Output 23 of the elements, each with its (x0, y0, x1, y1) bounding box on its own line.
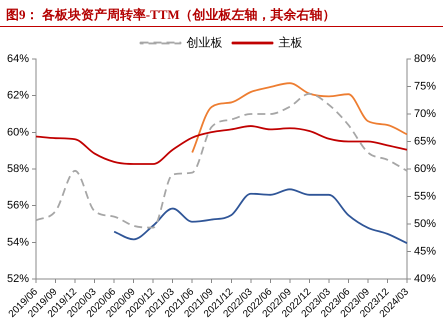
y-tick-label: 64% (6, 53, 30, 66)
legend-label: 创业板 (186, 35, 222, 50)
y2-tick-label: 40% (414, 272, 436, 285)
y-tick-label: 52% (6, 272, 30, 285)
y2-tick-label: 75% (414, 80, 436, 93)
line-series (35, 92, 408, 229)
legend-label: 主板 (278, 35, 302, 50)
y-tick-label: 62% (6, 90, 30, 102)
line-series (113, 188, 408, 244)
y2-tick-label: 80% (414, 53, 436, 66)
line-series (191, 82, 408, 154)
y2-tick-label: 60% (414, 163, 436, 176)
y2-tick-label: 55% (414, 190, 436, 203)
y-tick-label: 56% (6, 200, 30, 212)
y2-tick-label: 65% (414, 136, 436, 148)
y2-tick-label: 50% (414, 218, 436, 230)
y-tick-label: 58% (6, 163, 30, 176)
y2-tick-label: 70% (414, 108, 436, 120)
y-tick-label: 60% (6, 126, 30, 138)
chart-title: 图9： 各板块资产周转率-TTM（创业板左轴，其余右轴） (0, 0, 443, 27)
y-tick-label: 54% (6, 236, 30, 248)
line-series (35, 125, 408, 165)
y2-tick-label: 45% (414, 245, 436, 258)
